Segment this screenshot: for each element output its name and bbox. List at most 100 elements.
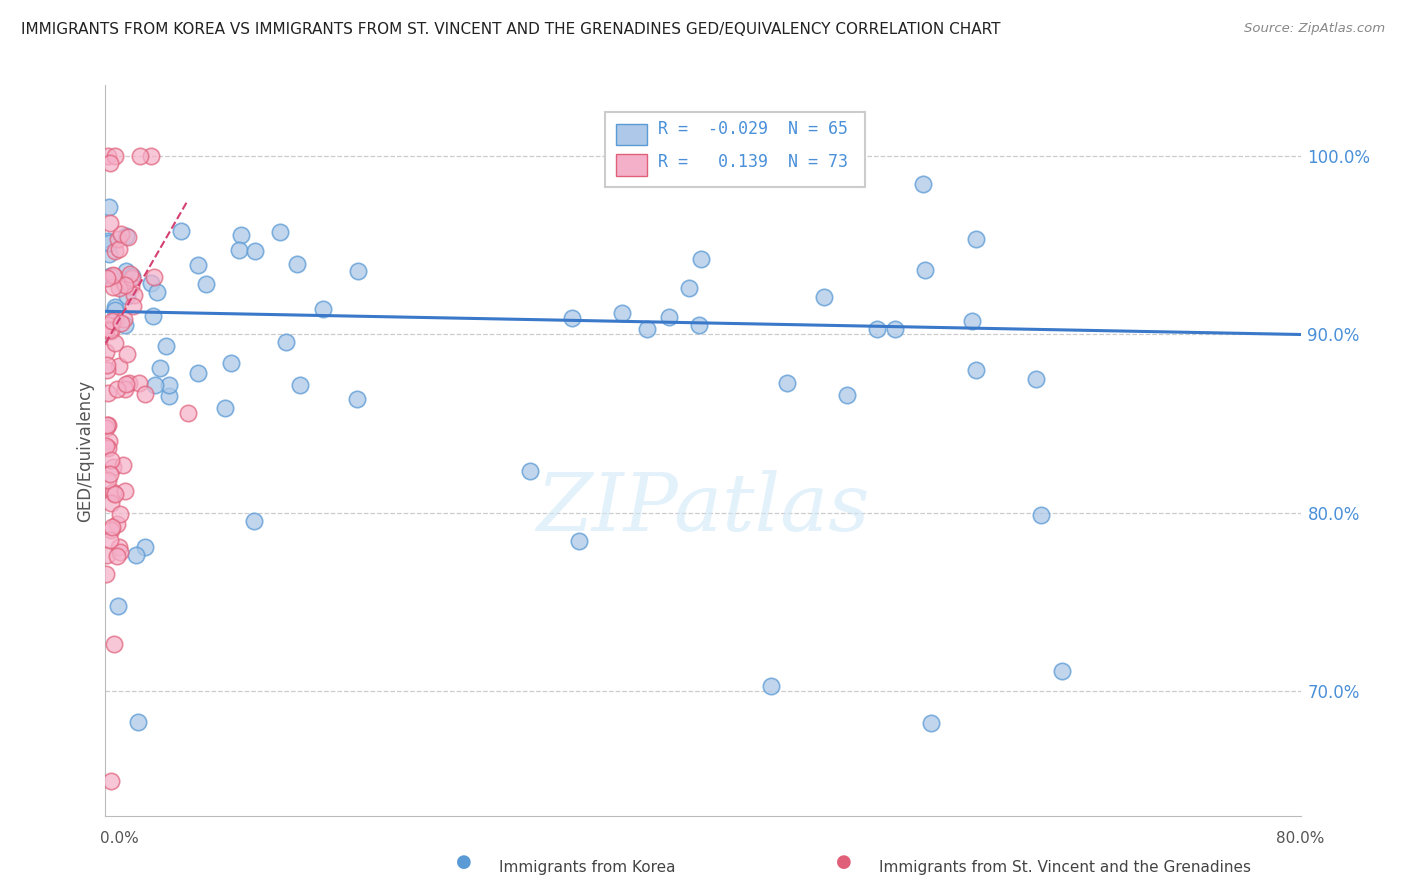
Point <box>121 300 143 314</box>
Text: Immigrants from Korea: Immigrants from Korea <box>499 860 676 874</box>
Point <box>104 300 127 314</box>
Point <box>962 314 984 328</box>
Point <box>96 418 118 433</box>
Point <box>124 548 146 562</box>
Point <box>100 495 122 509</box>
Point <box>311 301 333 316</box>
Point <box>97 200 120 214</box>
Point <box>143 377 166 392</box>
Point <box>96 567 118 582</box>
Point <box>229 228 252 243</box>
Point <box>105 517 128 532</box>
Point <box>115 264 138 278</box>
Point <box>776 376 799 391</box>
Point <box>276 335 298 350</box>
Point <box>139 276 162 290</box>
Point <box>519 464 541 478</box>
Point <box>120 278 142 293</box>
Text: ZIPatlas: ZIPatlas <box>536 470 870 548</box>
Point <box>195 277 218 291</box>
Point <box>118 376 141 391</box>
Text: ●: ● <box>456 853 472 871</box>
Point <box>128 376 150 390</box>
Point <box>94 345 117 359</box>
Point <box>285 257 308 271</box>
Point <box>96 386 118 401</box>
Point <box>108 242 131 256</box>
Point <box>176 406 198 420</box>
Point <box>103 637 125 651</box>
Point <box>105 549 128 563</box>
Point <box>1025 372 1047 386</box>
Point <box>118 267 141 281</box>
Point <box>100 773 122 788</box>
Point <box>110 227 132 242</box>
Point <box>115 289 138 303</box>
Point <box>110 316 132 330</box>
Text: 0.0%: 0.0% <box>100 831 139 846</box>
Text: R =   0.139  N = 73: R = 0.139 N = 73 <box>658 153 848 171</box>
Point <box>965 232 987 246</box>
Point <box>813 290 835 304</box>
Point <box>561 311 583 326</box>
Point <box>145 285 167 299</box>
Point <box>107 281 129 295</box>
Point <box>108 541 131 555</box>
Point <box>122 288 145 302</box>
Point <box>142 310 165 324</box>
Point <box>105 382 128 396</box>
Point <box>100 324 122 338</box>
Point <box>187 259 209 273</box>
Point <box>912 177 935 191</box>
Point <box>101 484 124 499</box>
Point <box>104 313 127 327</box>
Point <box>115 376 138 391</box>
Text: Immigrants from St. Vincent and the Grenadines: Immigrants from St. Vincent and the Gren… <box>879 860 1251 874</box>
Point <box>114 318 136 333</box>
Point <box>142 270 165 285</box>
Point <box>98 323 121 337</box>
Point <box>920 715 942 730</box>
Point <box>96 271 118 285</box>
Point <box>170 224 193 238</box>
Point <box>835 388 858 402</box>
Point <box>103 269 125 284</box>
Point <box>214 401 236 416</box>
Point <box>100 524 122 538</box>
Point <box>114 484 136 499</box>
Y-axis label: GED/Equivalency: GED/Equivalency <box>76 379 94 522</box>
Point <box>187 366 209 380</box>
Point <box>97 149 120 163</box>
Point <box>688 318 710 333</box>
Text: IMMIGRANTS FROM KOREA VS IMMIGRANTS FROM ST. VINCENT AND THE GRENADINES GED/EQUI: IMMIGRANTS FROM KOREA VS IMMIGRANTS FROM… <box>21 22 1001 37</box>
Point <box>98 216 121 230</box>
Point <box>104 335 127 350</box>
Point <box>101 459 124 474</box>
Point <box>107 599 129 613</box>
Point <box>97 441 120 455</box>
Point <box>243 244 266 258</box>
Point <box>121 271 143 285</box>
Point <box>568 533 591 548</box>
Point <box>269 225 291 239</box>
Point <box>103 280 125 294</box>
Point <box>97 236 120 251</box>
Point <box>155 339 177 353</box>
Point <box>139 149 162 163</box>
Point <box>97 418 120 433</box>
Point <box>107 232 129 246</box>
Point <box>128 149 150 163</box>
Point <box>157 377 180 392</box>
Text: 80.0%: 80.0% <box>1277 831 1324 846</box>
Point <box>1031 508 1053 523</box>
Point <box>103 487 125 501</box>
Point <box>104 149 127 163</box>
Point <box>98 247 121 261</box>
Point <box>100 314 122 328</box>
Point <box>98 155 121 169</box>
Point <box>157 389 180 403</box>
Point <box>149 361 172 376</box>
Point <box>1052 664 1074 678</box>
Point <box>689 252 711 266</box>
Point <box>914 263 936 277</box>
